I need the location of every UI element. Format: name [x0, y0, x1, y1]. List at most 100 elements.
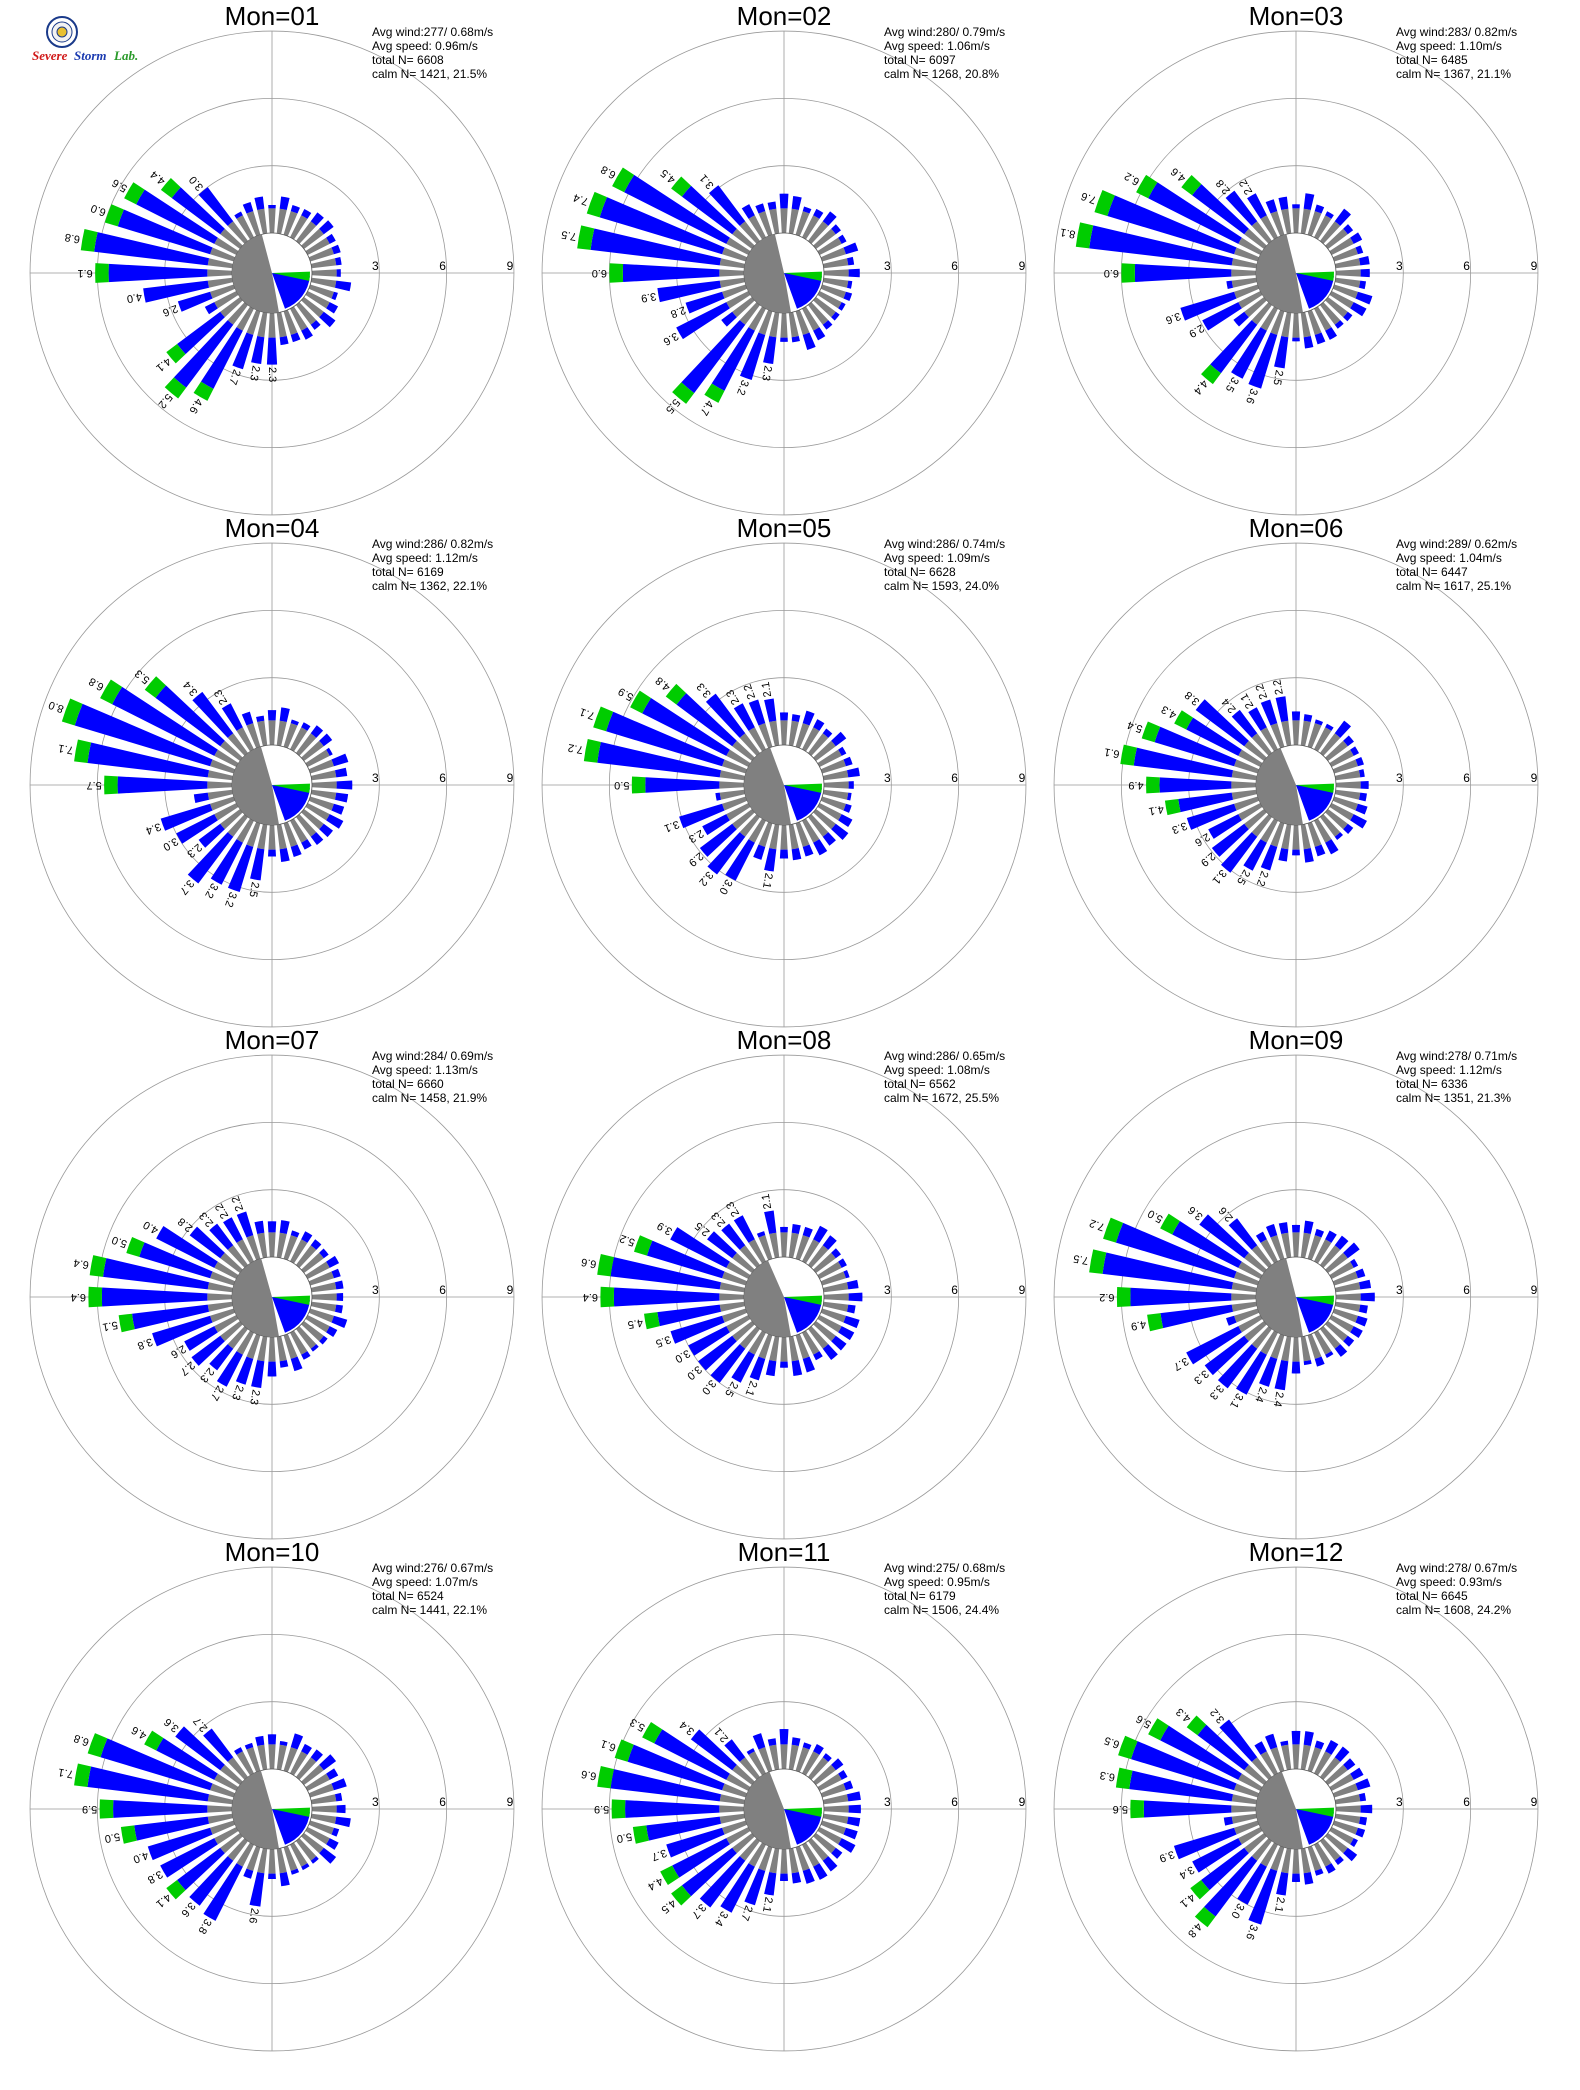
bar-low-70 — [820, 247, 846, 262]
calm-blue-sector — [272, 1297, 310, 1333]
bar-value-label: 6.8 — [64, 231, 81, 245]
bar-mid-340 — [242, 201, 254, 214]
bar-mid-300 — [1148, 182, 1242, 244]
bar-low-290 — [210, 247, 236, 262]
bar-low-310 — [732, 1252, 755, 1274]
bar-value-label: 3.2 — [202, 881, 220, 900]
bar-low-270 — [207, 269, 233, 277]
bar-mid-180 — [1292, 849, 1300, 856]
bar-low-100 — [310, 789, 337, 800]
bar-mid-60 — [326, 747, 333, 756]
calm-green-sector — [1296, 271, 1335, 281]
bar-mid-90 — [1360, 1804, 1373, 1814]
bar-mid-310 — [171, 187, 225, 235]
bar-high-280 — [1115, 1767, 1133, 1790]
bar-mid-260 — [1160, 1304, 1234, 1329]
bar-low-300 — [214, 1261, 239, 1279]
ring-tick-label: 3 — [372, 771, 379, 785]
bar-high-290 — [87, 1733, 108, 1758]
bar-low-90 — [823, 1293, 849, 1301]
bar-low-330 — [1260, 215, 1278, 240]
bar-mid-40 — [1334, 720, 1352, 738]
bar-mid-210 — [731, 1351, 755, 1383]
bar-mid-200 — [1260, 844, 1278, 871]
bar-mid-120 — [838, 814, 853, 827]
bar-low-120 — [1329, 1315, 1354, 1333]
bar-low-350 — [769, 720, 780, 747]
ring-tick-label: 6 — [439, 1795, 446, 1809]
bar-mid-80 — [334, 1792, 343, 1802]
calm-gray-sector — [1256, 1258, 1303, 1337]
bar-low-60 — [817, 1261, 842, 1279]
stat-line: Avg wind:286/ 0.82m/s — [372, 537, 493, 551]
bar-value-label: 2.5 — [722, 1379, 740, 1398]
bar-mid-0 — [1292, 204, 1300, 209]
bar-low-250 — [722, 1308, 748, 1323]
bar-low-200 — [1270, 309, 1285, 335]
bar-low-50 — [813, 1764, 836, 1786]
bar-mid-10 — [1303, 1220, 1314, 1235]
bar-mid-330 — [1247, 193, 1267, 219]
bar-value-label: 4.1 — [1178, 1891, 1197, 1910]
calm-green-sector — [784, 783, 823, 793]
bar-mid-140 — [822, 1344, 838, 1360]
wind-rose-mon-11: 3 6 92.12.73.43.74.54.43.75.05.96.66.15.3 3… — [541, 1537, 1027, 2052]
bar-mid-200 — [749, 1356, 766, 1381]
bar-mid-130 — [831, 1847, 843, 1859]
bar-mid-200 — [235, 1356, 254, 1385]
ring-tick-label: 3 — [372, 1283, 379, 1297]
ring-tick-label: 3 — [1396, 771, 1403, 785]
bar-value-label: 6.1 — [77, 267, 92, 279]
stat-line: calm N= 1351, 21.3% — [1396, 1091, 1511, 1105]
bar-low-110 — [308, 1308, 334, 1323]
bar-mid-290 — [1130, 1741, 1237, 1791]
wind-rose-mon-02: 3 6 92.33.24.75.53.62.83.96.07.57.46.8 4.5 3… — [541, 1, 1027, 516]
bar-value-label: 3.6 — [661, 329, 680, 347]
bar-mid-70 — [843, 756, 853, 767]
bar-low-350 — [257, 1232, 268, 1259]
bar-mid-30 — [301, 208, 312, 219]
bar-low-330 — [748, 1239, 766, 1264]
stat-line: Avg wind:280/ 0.79m/s — [884, 25, 1005, 39]
bar-mid-150 — [813, 1863, 828, 1880]
bar-high-220 — [672, 382, 695, 404]
bar-low-260 — [1231, 789, 1258, 800]
bar-low-350 — [1281, 1744, 1292, 1771]
bar-high-280 — [583, 738, 601, 763]
bar-low-290 — [722, 1271, 748, 1286]
bar-low-20 — [1307, 723, 1322, 749]
stat-line: Avg speed: 0.96m/s — [372, 39, 478, 53]
bar-mid-210 — [216, 1351, 243, 1387]
bar-low-80 — [822, 1794, 849, 1805]
bar-value-label: 3.9 — [640, 290, 657, 304]
bar-mid-80 — [846, 767, 860, 778]
bar-low-280 — [207, 1794, 234, 1805]
bar-low-100 — [1334, 1813, 1361, 1824]
bar-mid-220 — [1221, 832, 1258, 873]
bar-mid-120 — [1350, 1838, 1358, 1847]
bar-mid-160 — [290, 332, 301, 343]
calm-green-sector — [272, 783, 311, 793]
bar-low-240 — [214, 803, 239, 821]
bar-mid-160 — [290, 1356, 303, 1372]
bar-value-label: 6.4 — [71, 1291, 86, 1303]
stat-line: total N= 6524 — [372, 1589, 444, 1603]
bar-low-330 — [236, 727, 254, 752]
bar-mid-150 — [1325, 839, 1339, 855]
bar-low-50 — [301, 1252, 324, 1274]
bar-low-280 — [719, 258, 746, 269]
ring-tick-label: 9 — [507, 259, 514, 273]
bar-low-290 — [722, 247, 748, 262]
stat-line: Avg speed: 1.09m/s — [884, 551, 990, 565]
bar-low-70 — [820, 759, 846, 774]
bar-value-label: 4.4 — [148, 168, 167, 187]
bar-mid-180 — [267, 1361, 277, 1377]
bar-mid-30 — [301, 1231, 313, 1243]
bar-low-150 — [802, 306, 820, 331]
bar-mid-100 — [1358, 792, 1367, 802]
bar-mid-80 — [846, 1279, 859, 1290]
bar-high-300 — [144, 1730, 164, 1751]
bar-mid-330 — [221, 703, 243, 731]
bar-mid-250 — [147, 1827, 213, 1861]
bar-low-70 — [820, 1783, 846, 1798]
